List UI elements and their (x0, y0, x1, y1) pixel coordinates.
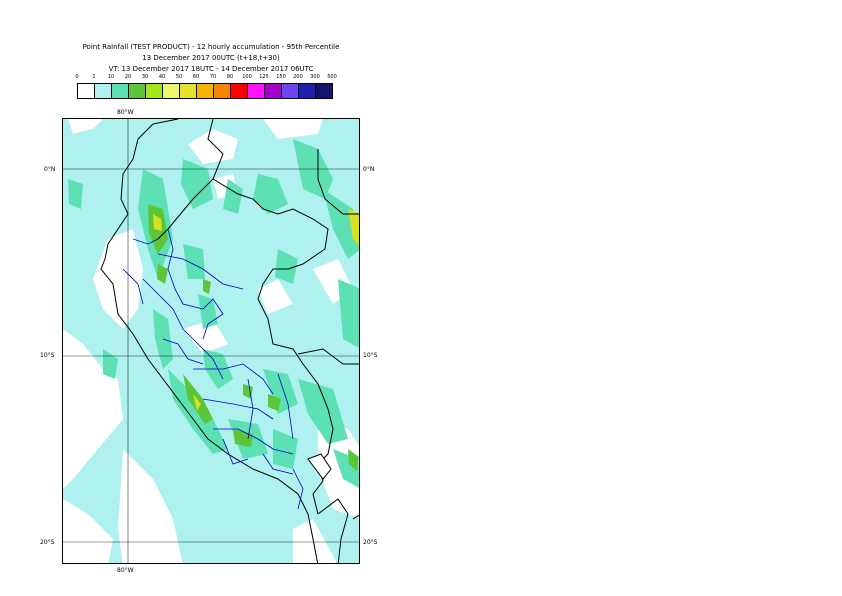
legend-swatch (179, 83, 197, 99)
legend-swatch (111, 83, 129, 99)
legend-threshold-label: 100 (242, 74, 252, 80)
legend-threshold-label: 300 (310, 74, 320, 80)
legend-swatch (145, 83, 163, 99)
legend-swatch (128, 83, 146, 99)
run-time-label: 13 December 2017 00UTC (t+18,t+30) (142, 54, 280, 62)
graticule (63, 119, 359, 563)
legend-threshold-label: 500 (327, 74, 337, 80)
lat-label-left-0: 0°N (44, 166, 56, 173)
lat-label-right-10s: 10°S (363, 352, 378, 359)
legend-swatch (213, 83, 231, 99)
legend-threshold-label: 60 (192, 74, 200, 80)
lat-label-right-0: 0°N (363, 166, 375, 173)
heavy-rain-areas (148, 204, 359, 471)
legend-threshold-label: 70 (209, 74, 217, 80)
legend-threshold-label: 1 (92, 74, 96, 80)
legend-threshold-label: 80 (226, 74, 234, 80)
legend-threshold-label: 0 (75, 74, 79, 80)
chart-title: Point Rainfall (TEST PRODUCT) - 12 hourl… (82, 43, 340, 51)
legend-threshold-label: 125 (259, 74, 269, 80)
legend-swatch (162, 83, 180, 99)
validity-time-label: VT: 13 December 2017 18UTC - 14 December… (108, 65, 314, 73)
regional-boundaries (122, 228, 304, 510)
legend-swatch (281, 83, 299, 99)
color-legend: 0 1 10 20 30 40 50 60 70 80 100 125 150 200 300 500 (75, 74, 347, 104)
lon-label-bottom: 80°W (117, 567, 134, 574)
rainfall-map (63, 119, 359, 563)
legend-swatch (247, 83, 265, 99)
legend-swatches (77, 83, 333, 99)
lat-label-right-20s: 20°S (363, 539, 378, 546)
legend-threshold-label: 50 (175, 74, 183, 80)
legend-threshold-label: 150 (276, 74, 286, 80)
legend-threshold-label: 200 (293, 74, 303, 80)
legend-threshold-label: 10 (107, 74, 115, 80)
legend-swatch (264, 83, 282, 99)
legend-swatch (230, 83, 248, 99)
coastline (100, 119, 359, 563)
lon-label-top: 80°W (117, 109, 134, 116)
lat-label-left-10s: 10°S (40, 352, 55, 359)
legend-threshold-label: 40 (158, 74, 166, 80)
legend-swatch (298, 83, 316, 99)
legend-swatch (77, 83, 95, 99)
legend-swatch (196, 83, 214, 99)
legend-swatch (94, 83, 112, 99)
legend-threshold-label: 20 (124, 74, 132, 80)
legend-swatch (315, 83, 333, 99)
map-panel (62, 118, 360, 564)
legend-threshold-label: 30 (141, 74, 149, 80)
lat-label-left-20s: 20°S (40, 539, 55, 546)
